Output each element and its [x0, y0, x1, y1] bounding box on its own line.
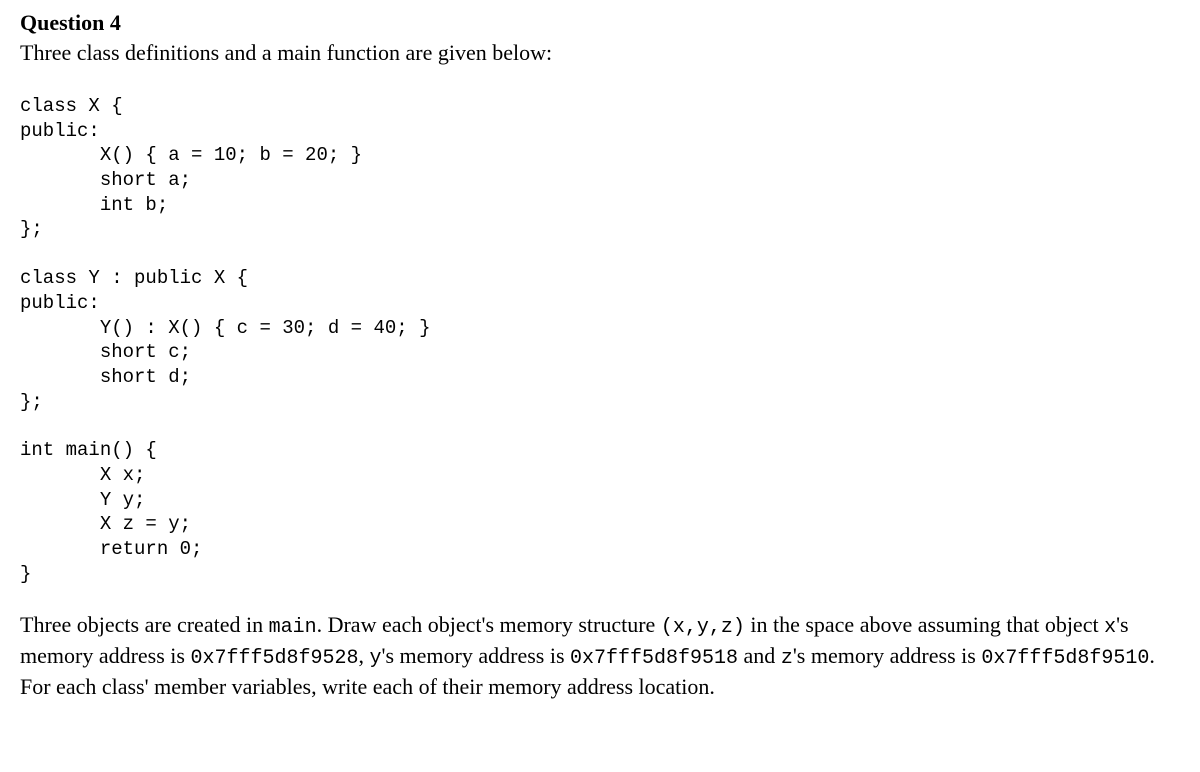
prompt-mono4: 0x7fff5d8f9528: [190, 647, 358, 670]
question-intro: Three class definitions and a main funct…: [20, 40, 1180, 66]
question-prompt: Three objects are created in main. Draw …: [20, 610, 1180, 702]
prompt-mono8: 0x7fff5d8f9510: [981, 647, 1149, 670]
code-class-y: class Y : public X { public: Y() : X() {…: [20, 266, 1180, 414]
prompt-part6: 's memory address is: [382, 643, 571, 668]
prompt-mono2: (x,y,z): [661, 616, 745, 639]
code-main: int main() { X x; Y y; X z = y; return 0…: [20, 438, 1180, 586]
prompt-part3: in the space above assuming that object: [745, 612, 1104, 637]
prompt-part5: ,: [359, 643, 370, 668]
prompt-mono5: y: [370, 647, 382, 670]
question-title: Question 4: [20, 10, 1180, 36]
prompt-part1: Three objects are created in: [20, 612, 269, 637]
prompt-mono1: main: [269, 616, 317, 639]
prompt-part8: 's memory address is: [793, 643, 982, 668]
prompt-part7: and: [738, 643, 781, 668]
prompt-mono3: x: [1104, 616, 1116, 639]
prompt-mono6: 0x7fff5d8f9518: [570, 647, 738, 670]
prompt-part2: . Draw each object's memory structure: [317, 612, 661, 637]
prompt-mono7: z: [781, 647, 793, 670]
code-class-x: class X { public: X() { a = 10; b = 20; …: [20, 94, 1180, 242]
